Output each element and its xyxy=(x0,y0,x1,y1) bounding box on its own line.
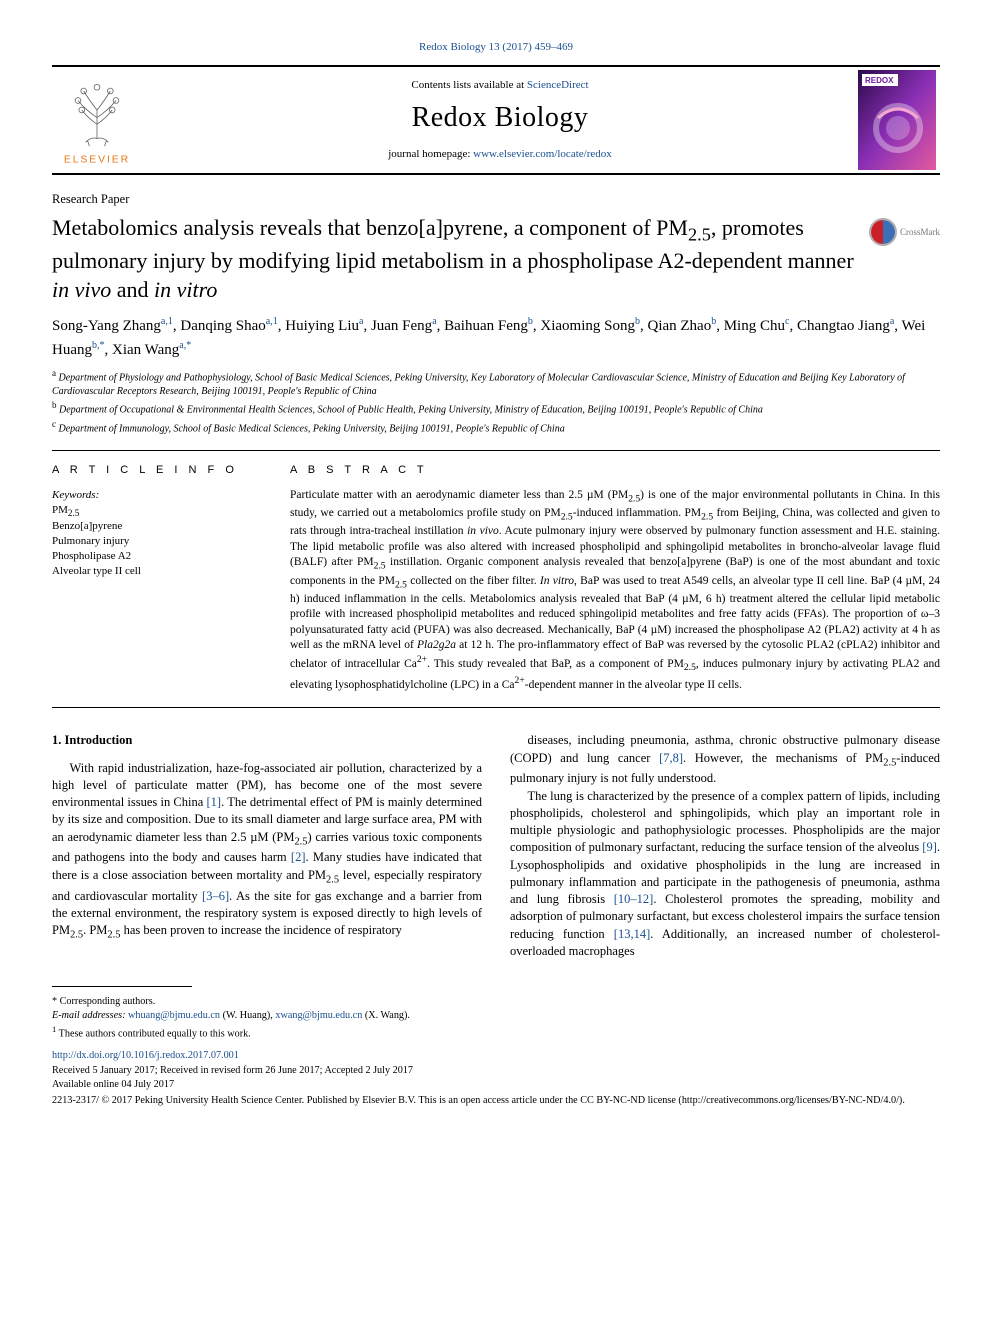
title-row: Metabolomics analysis reveals that benzo… xyxy=(52,214,940,304)
author: Xian Wang xyxy=(112,342,179,358)
author-affiliation-link[interactable]: a xyxy=(890,316,894,327)
email-huang-who: (W. Huang), xyxy=(220,1010,275,1021)
keyword: Alveolar type II cell xyxy=(52,564,256,579)
available-online: Available online 04 July 2017 xyxy=(52,1078,940,1092)
article-info: A R T I C L E I N F O Keywords: PM2.5Ben… xyxy=(52,451,262,707)
email-label: E-mail addresses: xyxy=(52,1010,128,1021)
citation-link[interactable]: [7,8] xyxy=(659,751,683,765)
citation-link[interactable]: [13,14] xyxy=(614,927,650,941)
author: Huiying Liu xyxy=(285,318,359,334)
email-line: E-mail addresses: whuang@bjmu.edu.cn (W.… xyxy=(52,1009,940,1023)
crossmark-badge[interactable]: CrossMark xyxy=(869,218,940,246)
keyword: Pulmonary injury xyxy=(52,534,256,549)
author: Juan Feng xyxy=(371,318,432,334)
author: Changtao Jiang xyxy=(797,318,890,334)
citation-link[interactable]: Redox Biology 13 (2017) 459–469 xyxy=(419,41,573,53)
contents-line: Contents lists available at ScienceDirec… xyxy=(142,78,858,93)
title-invitro: in vitro xyxy=(154,277,217,302)
author-affiliation-link[interactable]: a,* xyxy=(179,340,191,351)
copyright-line: 2213-2317/ © 2017 Peking University Heal… xyxy=(52,1094,940,1108)
author: Baihuan Feng xyxy=(444,318,528,334)
affiliation: a Department of Physiology and Pathophys… xyxy=(52,367,940,399)
author: Xiaoming Song xyxy=(540,318,635,334)
doi-link[interactable]: http://dx.doi.org/10.1016/j.redox.2017.0… xyxy=(52,1049,940,1063)
homepage-prefix: journal homepage: xyxy=(388,148,473,160)
author-affiliation-link[interactable]: a,1 xyxy=(161,316,173,327)
running-head: Redox Biology 13 (2017) 459–469 xyxy=(52,40,940,55)
author-affiliation-link[interactable]: b xyxy=(528,316,533,327)
keywords-label: Keywords: xyxy=(52,488,256,503)
citation-link[interactable]: [10–12] xyxy=(614,892,654,906)
abstract-text: Particulate matter with an aerodynamic d… xyxy=(290,488,940,693)
citation-link[interactable]: [3–6] xyxy=(202,889,229,903)
svg-text:REDOX: REDOX xyxy=(865,76,894,85)
abstract-heading: A B S T R A C T xyxy=(290,463,940,478)
title-and: and xyxy=(111,277,154,302)
crossmark-icon xyxy=(869,218,897,246)
homepage-link[interactable]: www.elsevier.com/locate/redox xyxy=(473,148,612,160)
intro-paragraph-3: The lung is characterized by the presenc… xyxy=(510,788,940,961)
journal-masthead: ELSEVIER Contents lists available at Sci… xyxy=(52,65,940,175)
footnotes: * Corresponding authors. E-mail addresse… xyxy=(52,995,940,1108)
sciencedirect-link[interactable]: ScienceDirect xyxy=(527,79,589,91)
article-info-abstract: A R T I C L E I N F O Keywords: PM2.5Ben… xyxy=(52,450,940,708)
author-affiliation-link[interactable]: a xyxy=(432,316,436,327)
article-type: Research Paper xyxy=(52,191,940,208)
author-affiliation-link[interactable]: a xyxy=(359,316,363,327)
affiliation-list: a Department of Physiology and Pathophys… xyxy=(52,367,940,436)
author-affiliation-link[interactable]: a,1 xyxy=(266,316,278,327)
email-wang[interactable]: xwang@bjmu.edu.cn xyxy=(275,1010,362,1021)
author: Qian Zhao xyxy=(647,318,711,334)
email-huang[interactable]: whuang@bjmu.edu.cn xyxy=(128,1010,220,1021)
citation-link[interactable]: [2] xyxy=(291,850,306,864)
author: Song-Yang Zhang xyxy=(52,318,161,334)
intro-paragraph-2: diseases, including pneumonia, asthma, c… xyxy=(510,732,940,787)
body-columns: 1. Introduction With rapid industrializa… xyxy=(52,732,940,960)
keyword: PM2.5 xyxy=(52,503,256,520)
affiliation: c Department of Immunology, School of Ba… xyxy=(52,418,940,436)
keywords-list: PM2.5Benzo[a]pyrenePulmonary injuryPhosp… xyxy=(52,503,256,579)
homepage-line: journal homepage: www.elsevier.com/locat… xyxy=(142,147,858,162)
title-text-pre: Metabolomics analysis reveals that benzo… xyxy=(52,215,688,240)
received-dates: Received 5 January 2017; Received in rev… xyxy=(52,1064,940,1078)
journal-name: Redox Biology xyxy=(142,99,858,137)
title-pm-sub: 2.5 xyxy=(688,224,711,244)
abstract-block: A B S T R A C T Particulate matter with … xyxy=(290,451,940,707)
author-affiliation-link[interactable]: b xyxy=(635,316,640,327)
author: Ming Chu xyxy=(724,318,785,334)
author-affiliation-link[interactable]: b,* xyxy=(92,340,105,351)
author: Danqing Shao xyxy=(180,318,265,334)
equal-contribution-text: These authors contributed equally to thi… xyxy=(59,1028,251,1039)
title-invivo: in vivo xyxy=(52,277,111,302)
footnote-separator xyxy=(52,986,192,987)
author-affiliation-link[interactable]: c xyxy=(785,316,789,327)
equal-contribution-note: 1 These authors contributed equally to t… xyxy=(52,1024,940,1042)
introduction-heading: 1. Introduction xyxy=(52,732,482,749)
contents-prefix: Contents lists available at xyxy=(411,79,526,91)
article-info-heading: A R T I C L E I N F O xyxy=(52,463,256,478)
journal-cover-thumb: REDOX xyxy=(858,70,936,170)
keyword: Benzo[a]pyrene xyxy=(52,519,256,534)
author-affiliation-link[interactable]: b xyxy=(711,316,716,327)
citation-link[interactable]: [9] xyxy=(922,840,937,854)
email-wang-who: (X. Wang). xyxy=(362,1010,410,1021)
author-list: Song-Yang Zhanga,1, Danqing Shaoa,1, Hui… xyxy=(52,314,940,361)
svg-text:ELSEVIER: ELSEVIER xyxy=(64,155,130,166)
affiliation: b Department of Occupational & Environme… xyxy=(52,399,940,417)
article-title: Metabolomics analysis reveals that benzo… xyxy=(52,214,859,304)
keyword: Phospholipase A2 xyxy=(52,549,256,564)
crossmark-label: CrossMark xyxy=(900,226,940,238)
corresponding-note: * Corresponding authors. xyxy=(52,995,940,1009)
citation-link[interactable]: [1] xyxy=(207,795,222,809)
intro-paragraph-1: With rapid industrialization, haze-fog-a… xyxy=(52,760,482,943)
elsevier-logo: ELSEVIER xyxy=(52,65,142,175)
masthead-center: Contents lists available at ScienceDirec… xyxy=(142,70,858,169)
